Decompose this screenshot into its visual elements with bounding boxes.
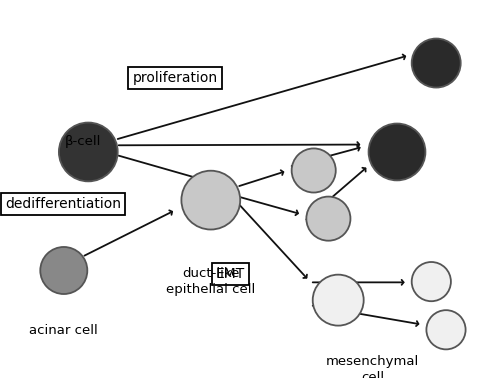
Ellipse shape <box>306 197 350 241</box>
Ellipse shape <box>368 124 426 180</box>
Text: mesenchymal
cell: mesenchymal cell <box>326 355 419 378</box>
Ellipse shape <box>412 39 461 88</box>
Ellipse shape <box>312 275 364 325</box>
Ellipse shape <box>412 262 451 301</box>
Ellipse shape <box>182 171 240 229</box>
Text: duct-like
epithelial cell: duct-like epithelial cell <box>166 266 256 296</box>
Text: proliferation: proliferation <box>132 71 218 85</box>
Ellipse shape <box>59 122 118 181</box>
Ellipse shape <box>292 149 336 192</box>
Text: acinar cell: acinar cell <box>30 324 98 337</box>
Text: β-cell: β-cell <box>65 135 102 148</box>
Ellipse shape <box>40 247 88 294</box>
Text: dedifferentiation: dedifferentiation <box>5 197 121 211</box>
Text: EMT: EMT <box>216 267 245 281</box>
Ellipse shape <box>426 310 466 349</box>
